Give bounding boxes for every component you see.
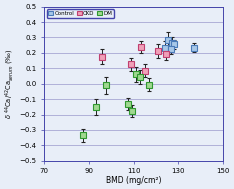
Y-axis label: $\delta$ $^{44}$Ca/$^{42}$Ca$_{serum}$ (‰): $\delta$ $^{44}$Ca/$^{42}$Ca$_{serum}$ (…: [4, 48, 16, 119]
Legend: Control, CKD, DM: Control, CKD, DM: [47, 9, 114, 18]
X-axis label: BMD (mg/cm²): BMD (mg/cm²): [106, 176, 161, 185]
